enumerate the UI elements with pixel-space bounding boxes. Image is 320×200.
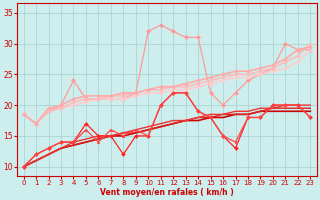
X-axis label: Vent moyen/en rafales ( km/h ): Vent moyen/en rafales ( km/h ) — [100, 188, 234, 197]
